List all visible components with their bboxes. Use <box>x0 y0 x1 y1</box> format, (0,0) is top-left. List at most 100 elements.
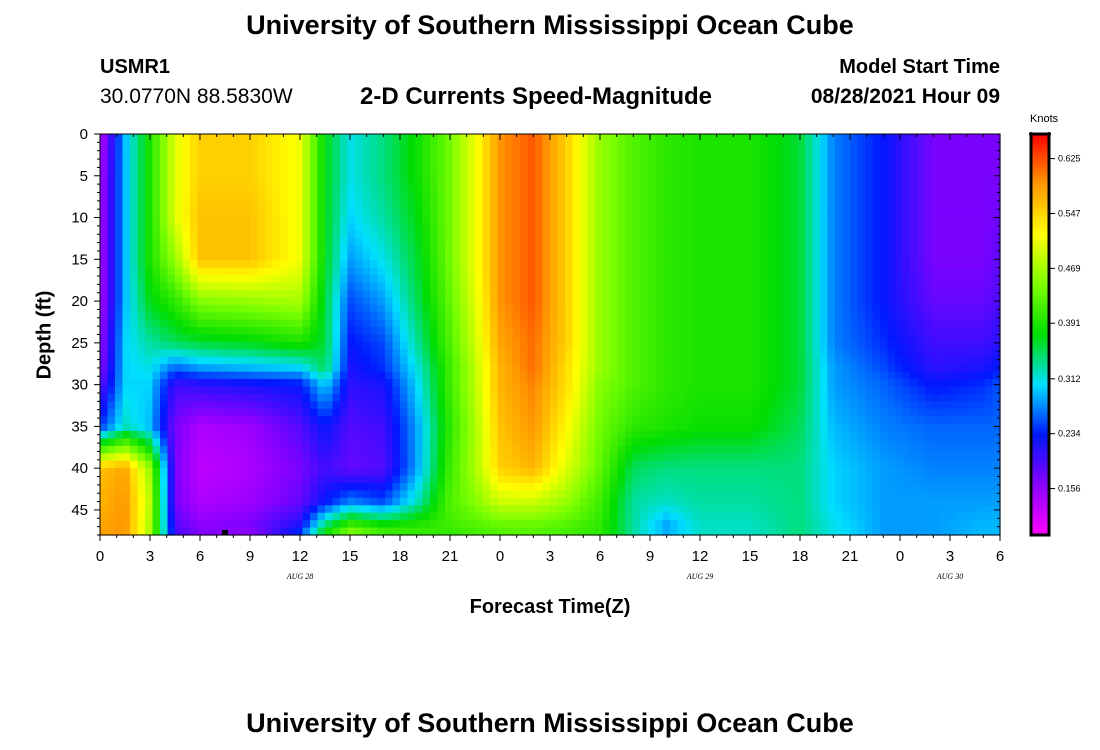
heatmap-cell <box>400 267 409 276</box>
heatmap-cell <box>565 245 574 254</box>
heatmap-cell <box>107 483 116 492</box>
heatmap-cell <box>527 312 536 321</box>
heatmap-cell <box>535 178 544 187</box>
heatmap-cell <box>197 267 206 276</box>
heatmap-cell <box>160 431 169 440</box>
heatmap-cell <box>377 341 386 350</box>
heatmap-cell <box>760 260 769 269</box>
heatmap-cell <box>752 304 761 313</box>
heatmap-cell <box>685 334 694 343</box>
heatmap-cell <box>287 468 296 477</box>
heatmap-cell <box>722 416 731 425</box>
heatmap-cell <box>415 163 424 172</box>
heatmap-cell <box>670 163 679 172</box>
heatmap-cell <box>317 134 326 143</box>
heatmap-cell <box>460 260 469 269</box>
heatmap-cell <box>557 445 566 454</box>
heatmap-cell <box>685 282 694 291</box>
heatmap-cell <box>332 520 341 529</box>
heatmap-cell <box>272 468 281 477</box>
heatmap-cell <box>490 319 499 328</box>
heatmap-cell <box>662 527 671 536</box>
heatmap-cell <box>647 505 656 514</box>
heatmap-cell <box>130 468 139 477</box>
heatmap-cell <box>452 393 461 402</box>
heatmap-cell <box>625 230 634 239</box>
heatmap-cell <box>107 327 116 336</box>
heatmap-cell <box>287 490 296 499</box>
heatmap-cell <box>182 490 191 499</box>
heatmap-cell <box>152 475 161 484</box>
heatmap-cell <box>752 512 761 521</box>
heatmap-cell <box>625 431 634 440</box>
heatmap-cell <box>505 520 514 529</box>
heatmap-cell <box>415 445 424 454</box>
heatmap-cell <box>325 200 334 209</box>
heatmap-cell <box>145 393 154 402</box>
heatmap-cell <box>437 401 446 410</box>
heatmap-cell <box>145 237 154 246</box>
heatmap-cell <box>662 252 671 261</box>
heatmap-cell <box>130 438 139 447</box>
heatmap-cell <box>212 200 221 209</box>
heatmap-cell <box>542 505 551 514</box>
heatmap-cell <box>122 319 131 328</box>
heatmap-cell <box>715 289 724 298</box>
heatmap-cell <box>535 171 544 180</box>
heatmap-cell <box>227 178 236 187</box>
heatmap-cell <box>437 431 446 440</box>
heatmap-cell <box>400 497 409 506</box>
heatmap-cell <box>775 193 784 202</box>
heatmap-cell <box>572 193 581 202</box>
heatmap-cell <box>272 245 281 254</box>
heatmap-cell <box>370 275 379 284</box>
heatmap-cell <box>700 505 709 514</box>
heatmap-cell <box>385 408 394 417</box>
heatmap-cell <box>130 275 139 284</box>
heatmap-cell <box>775 289 784 298</box>
heatmap-cell <box>775 327 784 336</box>
heatmap-cell <box>107 237 116 246</box>
heatmap-cell <box>557 371 566 380</box>
heatmap-cell <box>587 156 596 165</box>
heatmap-cell <box>632 475 641 484</box>
heatmap-cell <box>160 527 169 536</box>
heatmap-cell <box>130 460 139 469</box>
heatmap-cell <box>190 245 199 254</box>
heatmap-cell <box>310 423 319 432</box>
heatmap-cell <box>190 445 199 454</box>
heatmap-cell <box>542 512 551 521</box>
heatmap-cell <box>235 200 244 209</box>
heatmap-cell <box>377 431 386 440</box>
heatmap-cell <box>400 237 409 246</box>
heatmap-cell <box>182 393 191 402</box>
heatmap-cell <box>355 200 364 209</box>
heatmap-cell <box>632 245 641 254</box>
heatmap-cell <box>212 237 221 246</box>
heatmap-cell <box>685 267 694 276</box>
heatmap-cell <box>737 327 746 336</box>
heatmap-cell <box>415 475 424 484</box>
heatmap-cell <box>175 297 184 306</box>
heatmap-cell <box>662 193 671 202</box>
heatmap-cell <box>535 497 544 506</box>
heatmap-cell <box>565 445 574 454</box>
heatmap-cell <box>700 401 709 410</box>
heatmap-cell <box>490 230 499 239</box>
heatmap-cell <box>610 319 619 328</box>
heatmap-cell <box>400 260 409 269</box>
heatmap-cell <box>745 223 754 232</box>
heatmap-cell <box>100 408 109 417</box>
heatmap-cell <box>205 445 214 454</box>
heatmap-cell <box>685 252 694 261</box>
heatmap-cell <box>610 297 619 306</box>
heatmap-cell <box>617 438 626 447</box>
heatmap-cell <box>302 327 311 336</box>
heatmap-cell <box>640 327 649 336</box>
heatmap-cell <box>422 468 431 477</box>
heatmap-cell <box>737 423 746 432</box>
heatmap-cell <box>287 267 296 276</box>
heatmap-cell <box>235 237 244 246</box>
heatmap-cell <box>220 245 229 254</box>
heatmap-cell <box>452 275 461 284</box>
